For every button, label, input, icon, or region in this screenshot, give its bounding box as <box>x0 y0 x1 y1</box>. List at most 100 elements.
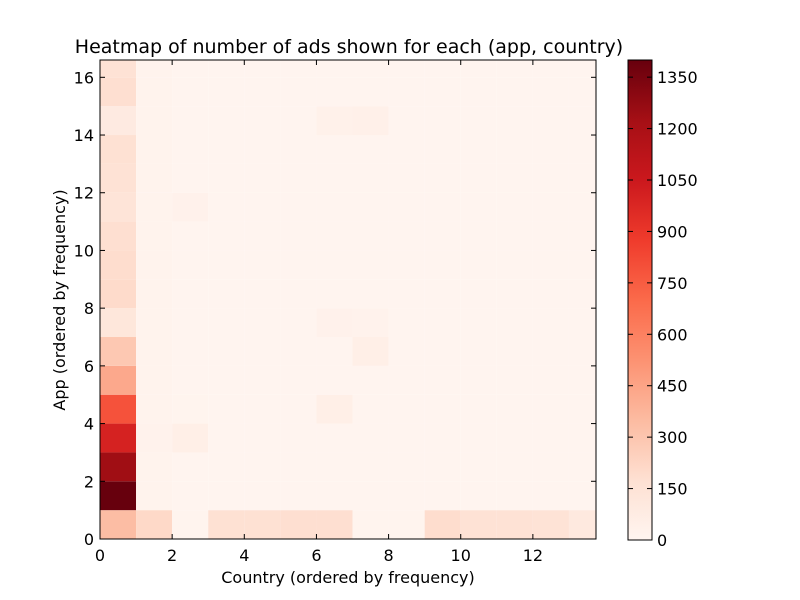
heatmap-cell <box>244 221 281 251</box>
heatmap-cell <box>316 250 353 280</box>
heatmap-cell <box>388 337 425 366</box>
heatmap-cell <box>316 60 353 78</box>
heatmap-cell <box>280 135 317 164</box>
heatmap-cell <box>316 394 353 424</box>
heatmap-cell <box>568 308 596 338</box>
heatmap-cell <box>388 423 425 453</box>
heatmap-cell <box>352 423 389 453</box>
heatmap-cell <box>100 423 137 453</box>
heatmap-cell <box>244 192 281 222</box>
heatmap-cell <box>424 337 461 366</box>
heatmap-cell <box>100 221 137 251</box>
heatmap-cell <box>496 60 533 78</box>
heatmap-cell <box>208 192 245 222</box>
heatmap-cell <box>100 60 137 78</box>
colorbar-tick-label: 300 <box>657 428 688 447</box>
heatmap-cell <box>172 60 209 78</box>
heatmap-cell <box>568 60 596 78</box>
heatmap-cells <box>100 60 596 539</box>
plot-frame <box>99 59 597 540</box>
heatmap-cell <box>172 163 209 193</box>
heatmap-cell <box>208 77 245 107</box>
colorbar-tick-label: 900 <box>657 222 688 241</box>
heatmap-cell <box>568 452 596 482</box>
heatmap-cell <box>424 106 461 136</box>
heatmap-cell <box>316 481 353 511</box>
y-tick-label: 8 <box>84 299 94 318</box>
heatmap-cell <box>316 192 353 222</box>
heatmap-cell <box>244 452 281 482</box>
heatmap-cell <box>316 77 353 107</box>
heatmap-cell <box>532 481 569 511</box>
heatmap-cell <box>280 481 317 511</box>
heatmap-cell <box>136 423 173 453</box>
heatmap-cell <box>532 77 569 107</box>
heatmap-cell <box>244 106 281 136</box>
heatmap-cell <box>352 279 389 309</box>
heatmap-cell <box>460 481 497 511</box>
heatmap-cell <box>568 106 596 136</box>
heatmap-cell <box>172 423 209 453</box>
heatmap-cell <box>172 221 209 251</box>
heatmap-cell <box>352 337 389 366</box>
heatmap-cell <box>136 163 173 193</box>
heatmap-cell <box>424 481 461 511</box>
heatmap-cell <box>568 279 596 309</box>
heatmap-cell <box>244 60 281 78</box>
colorbar-tick-label: 150 <box>657 480 688 499</box>
heatmap-cell <box>568 250 596 280</box>
heatmap-cell <box>496 337 533 366</box>
x-axis-label: Country (ordered by frequency) <box>221 568 475 587</box>
y-tick-label: 12 <box>74 184 94 203</box>
heatmap-cell <box>568 481 596 511</box>
heatmap-cell <box>136 337 173 366</box>
heatmap-cell <box>244 394 281 424</box>
heatmap-cell <box>424 308 461 338</box>
x-tick-label: 0 <box>95 546 105 565</box>
heatmap-cell <box>208 60 245 78</box>
heatmap-cell <box>316 308 353 338</box>
heatmap-cell <box>280 163 317 193</box>
heatmap-cell <box>460 60 497 78</box>
heatmap-cell <box>424 452 461 482</box>
heatmap-cell <box>532 423 569 453</box>
heatmap-cell <box>388 481 425 511</box>
heatmap-cell <box>388 510 425 539</box>
heatmap-cell <box>172 250 209 280</box>
heatmap-cell <box>244 250 281 280</box>
heatmap-cell <box>388 192 425 222</box>
heatmap-cell <box>172 481 209 511</box>
heatmap-cell <box>244 135 281 164</box>
heatmap-cell <box>172 192 209 222</box>
heatmap-cell <box>172 135 209 164</box>
heatmap-cell <box>388 135 425 164</box>
heatmap-cell <box>100 77 137 107</box>
heatmap-cell <box>208 163 245 193</box>
heatmap-cell <box>496 423 533 453</box>
heatmap-cell <box>352 308 389 338</box>
heatmap-cell <box>460 452 497 482</box>
heatmap-cell <box>316 135 353 164</box>
heatmap-cell <box>388 106 425 136</box>
heatmap-cell <box>388 279 425 309</box>
heatmap-cell <box>496 77 533 107</box>
heatmap-cell <box>136 452 173 482</box>
heatmap-cell <box>424 77 461 107</box>
heatmap-cell <box>136 221 173 251</box>
x-axis: 0 2 4 6 8 10 12 <box>95 60 543 565</box>
heatmap-cell <box>280 279 317 309</box>
heatmap-cell <box>460 423 497 453</box>
heatmap-cell <box>496 106 533 136</box>
colorbar-tick-label: 600 <box>657 325 688 344</box>
heatmap-cell <box>208 452 245 482</box>
heatmap-cell <box>532 60 569 78</box>
heatmap-cell <box>172 394 209 424</box>
y-tick-label: 6 <box>84 357 94 376</box>
heatmap-cell <box>388 60 425 78</box>
heatmap-cell <box>424 221 461 251</box>
heatmap-cell <box>316 106 353 136</box>
heatmap-cell <box>496 452 533 482</box>
heatmap-cell <box>424 423 461 453</box>
heatmap-cell <box>244 279 281 309</box>
